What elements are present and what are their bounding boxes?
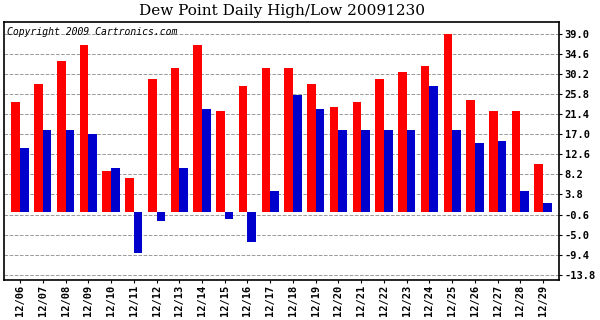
Bar xyxy=(398,72,407,212)
Bar xyxy=(34,84,43,212)
Bar xyxy=(384,130,392,212)
Bar xyxy=(543,203,552,212)
Bar xyxy=(535,164,543,212)
Title: Dew Point Daily High/Low 20091230: Dew Point Daily High/Low 20091230 xyxy=(139,4,425,18)
Bar xyxy=(262,68,270,212)
Bar xyxy=(421,66,430,212)
Bar xyxy=(157,212,165,221)
Bar xyxy=(361,130,370,212)
Bar xyxy=(179,168,188,212)
Bar xyxy=(407,130,415,212)
Bar xyxy=(148,79,157,212)
Bar xyxy=(103,171,111,212)
Bar xyxy=(316,109,325,212)
Bar xyxy=(293,95,302,212)
Bar xyxy=(111,168,119,212)
Bar xyxy=(284,68,293,212)
Bar xyxy=(170,68,179,212)
Bar xyxy=(65,130,74,212)
Bar xyxy=(443,34,452,212)
Bar xyxy=(489,111,497,212)
Bar xyxy=(202,109,211,212)
Bar xyxy=(497,141,506,212)
Bar xyxy=(57,61,65,212)
Bar xyxy=(88,134,97,212)
Bar xyxy=(270,191,279,212)
Bar xyxy=(20,148,29,212)
Bar xyxy=(307,84,316,212)
Bar xyxy=(330,107,338,212)
Bar xyxy=(452,130,461,212)
Bar xyxy=(125,178,134,212)
Bar xyxy=(475,143,484,212)
Bar xyxy=(216,111,225,212)
Bar xyxy=(466,100,475,212)
Bar xyxy=(430,86,438,212)
Bar xyxy=(80,45,88,212)
Bar xyxy=(43,130,52,212)
Bar xyxy=(520,191,529,212)
Bar xyxy=(134,212,142,253)
Bar xyxy=(512,111,520,212)
Bar xyxy=(193,45,202,212)
Bar xyxy=(239,86,247,212)
Bar xyxy=(338,130,347,212)
Bar xyxy=(353,102,361,212)
Bar xyxy=(11,102,20,212)
Bar xyxy=(225,212,233,219)
Bar xyxy=(247,212,256,242)
Text: Copyright 2009 Cartronics.com: Copyright 2009 Cartronics.com xyxy=(7,27,178,37)
Bar xyxy=(375,79,384,212)
